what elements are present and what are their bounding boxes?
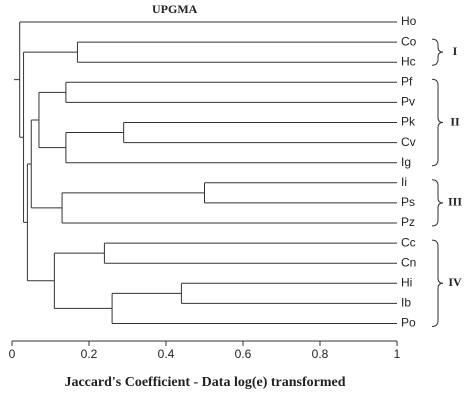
x-tick-label: 0.6 <box>235 347 252 361</box>
leaf-label: Cv <box>401 135 416 149</box>
leaf-label: Ho <box>401 14 417 28</box>
leaf-label: Pf <box>401 74 413 88</box>
x-axis-label: Jaccard's Coefficient - Data log(e) tran… <box>64 375 345 390</box>
leaf-label: Ps <box>401 195 415 209</box>
group-brace <box>431 78 444 167</box>
x-tick-label: 0 <box>9 347 16 361</box>
leaf-label: Pz <box>401 215 415 229</box>
group-label: II <box>450 114 460 128</box>
group-label: I <box>453 44 458 58</box>
leaf-label: Pv <box>401 95 415 109</box>
group-brace <box>431 179 444 227</box>
x-tick-label: 1 <box>394 347 401 361</box>
leaf-label: Hc <box>401 54 416 68</box>
leaf-label: Co <box>401 34 417 48</box>
leaf-label: Cc <box>401 235 416 249</box>
leaf-label: Ib <box>401 296 411 310</box>
x-tick-label: 0.2 <box>81 347 98 361</box>
leaf-label: Po <box>401 316 416 330</box>
x-tick-label: 0.4 <box>158 347 175 361</box>
leaf-label: Hi <box>401 275 412 289</box>
group-label: IV <box>448 275 462 289</box>
leaf-label: Pk <box>401 115 416 129</box>
x-tick-label: 0.8 <box>312 347 329 361</box>
group-brace <box>431 38 444 66</box>
group-label: III <box>448 195 462 209</box>
leaf-label: Ii <box>401 175 407 189</box>
leaf-label: Ig <box>401 155 411 169</box>
group-brace <box>431 239 444 327</box>
leaf-label: Cn <box>401 255 416 269</box>
chart-title: UPGMA <box>152 2 198 16</box>
